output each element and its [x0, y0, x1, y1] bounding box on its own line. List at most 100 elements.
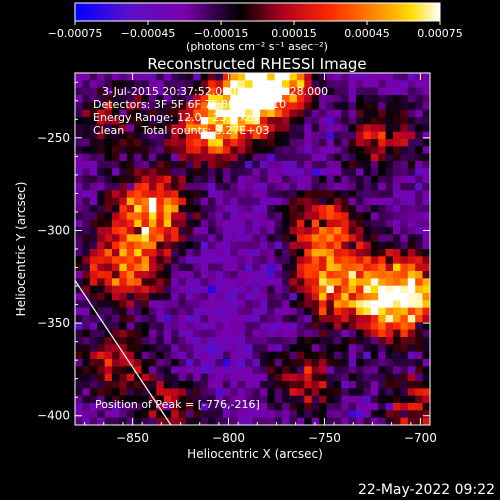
heatmap-cell [407, 234, 416, 242]
heatmap-cell [82, 205, 91, 213]
heatmap-cell [237, 153, 246, 162]
heatmap-cell [407, 139, 416, 147]
heatmap-cell [393, 359, 401, 367]
heatmap-cell [119, 197, 128, 206]
heatmap-cell [289, 307, 298, 316]
heatmap-cell [363, 366, 372, 374]
heatmap-cell [282, 139, 290, 147]
heatmap-cell [75, 263, 83, 272]
heatmap-cell [259, 175, 268, 184]
heatmap-cell [333, 256, 342, 264]
heatmap-cell [230, 139, 239, 147]
heatmap-cell [252, 146, 261, 154]
heatmap-cell [245, 307, 253, 316]
heatmap-cell [311, 256, 320, 264]
heatmap-cell [319, 146, 327, 154]
heatmap-cell [370, 102, 379, 110]
heatmap-cell [393, 271, 401, 279]
heatmap-cell [267, 241, 275, 250]
heatmap-cell [82, 249, 91, 257]
heatmap-cell [393, 87, 401, 96]
heatmap-cell [363, 190, 372, 198]
heatmap-cell [193, 417, 202, 425]
heatmap-cell [393, 322, 401, 330]
heatmap-cell [422, 80, 430, 88]
heatmap-cell [304, 278, 312, 286]
heatmap-cell [193, 168, 202, 176]
heatmap-cell [370, 205, 379, 213]
heatmap-cell [252, 373, 261, 382]
heatmap-cell [356, 234, 364, 242]
heatmap-cell [422, 241, 430, 250]
heatmap-cell [208, 381, 216, 389]
heatmap-cell [245, 227, 253, 235]
heatmap-cell [82, 351, 91, 360]
heatmap-cell [82, 395, 91, 404]
heatmap-cell [156, 403, 165, 411]
heatmap-cell [326, 293, 335, 301]
heatmap-cell [178, 278, 187, 286]
heatmap-cell [259, 256, 268, 264]
heatmap-cell [75, 139, 83, 147]
heatmap-cell [171, 146, 179, 154]
heatmap-cell [230, 322, 239, 330]
heatmap-cell [200, 403, 209, 411]
heatmap-cell [370, 410, 379, 418]
heatmap-cell [259, 73, 268, 81]
heatmap-cell [230, 351, 239, 360]
heatmap-cell [296, 388, 305, 396]
heatmap-cell [193, 227, 202, 235]
heatmap-cell [415, 395, 423, 404]
heatmap-cell [89, 337, 98, 345]
heatmap-cell [296, 263, 305, 272]
heatmap-cell [171, 388, 179, 396]
heatmap-cell [230, 395, 239, 404]
heatmap-cell [274, 241, 283, 250]
heatmap-cell [200, 381, 209, 389]
heatmap-cell [319, 256, 327, 264]
heatmap-cell [259, 322, 268, 330]
heatmap-cell [89, 249, 98, 257]
heatmap-cell [230, 80, 239, 88]
heatmap-cell [230, 381, 239, 389]
heatmap-cell [104, 227, 113, 235]
heatmap-cell [141, 73, 150, 81]
heatmap-cell [370, 388, 379, 396]
heatmap-cell [319, 124, 327, 132]
heatmap-cell [178, 322, 187, 330]
heatmap-cell [200, 168, 209, 176]
heatmap-cell [215, 417, 224, 425]
heatmap-cell [400, 388, 409, 396]
heatmap-cell [274, 227, 283, 235]
heatmap-cell [296, 102, 305, 110]
heatmap-cell [252, 359, 261, 367]
heatmap-cell [111, 300, 120, 308]
heatmap-cell [393, 153, 401, 162]
heatmap-cell [370, 80, 379, 88]
heatmap-cell [407, 410, 416, 418]
heatmap-cell [252, 322, 261, 330]
heatmap-cell [385, 307, 394, 316]
heatmap-cell [134, 307, 142, 316]
heatmap-cell [97, 263, 105, 272]
heatmap-cell [311, 395, 320, 404]
heatmap-cell [348, 381, 357, 389]
heatmap-cell [208, 117, 216, 125]
heatmap-cell [178, 249, 187, 257]
heatmap-cell [215, 373, 224, 382]
heatmap-cell [311, 219, 320, 228]
heatmap-cell [163, 285, 172, 294]
heatmap-cell [378, 329, 386, 338]
heatmap-cell [319, 263, 327, 272]
heatmap-cell [326, 219, 335, 228]
heatmap-cell [171, 315, 179, 323]
heatmap-cell [237, 87, 246, 96]
heatmap-cell [407, 227, 416, 235]
heatmap-cell [185, 241, 194, 250]
heatmap-cell [259, 293, 268, 301]
heatmap-cell [319, 102, 327, 110]
heatmap-cell [111, 344, 120, 352]
heatmap-cell [97, 190, 105, 198]
heatmap-cell [348, 256, 357, 264]
heatmap-cell [378, 161, 386, 169]
